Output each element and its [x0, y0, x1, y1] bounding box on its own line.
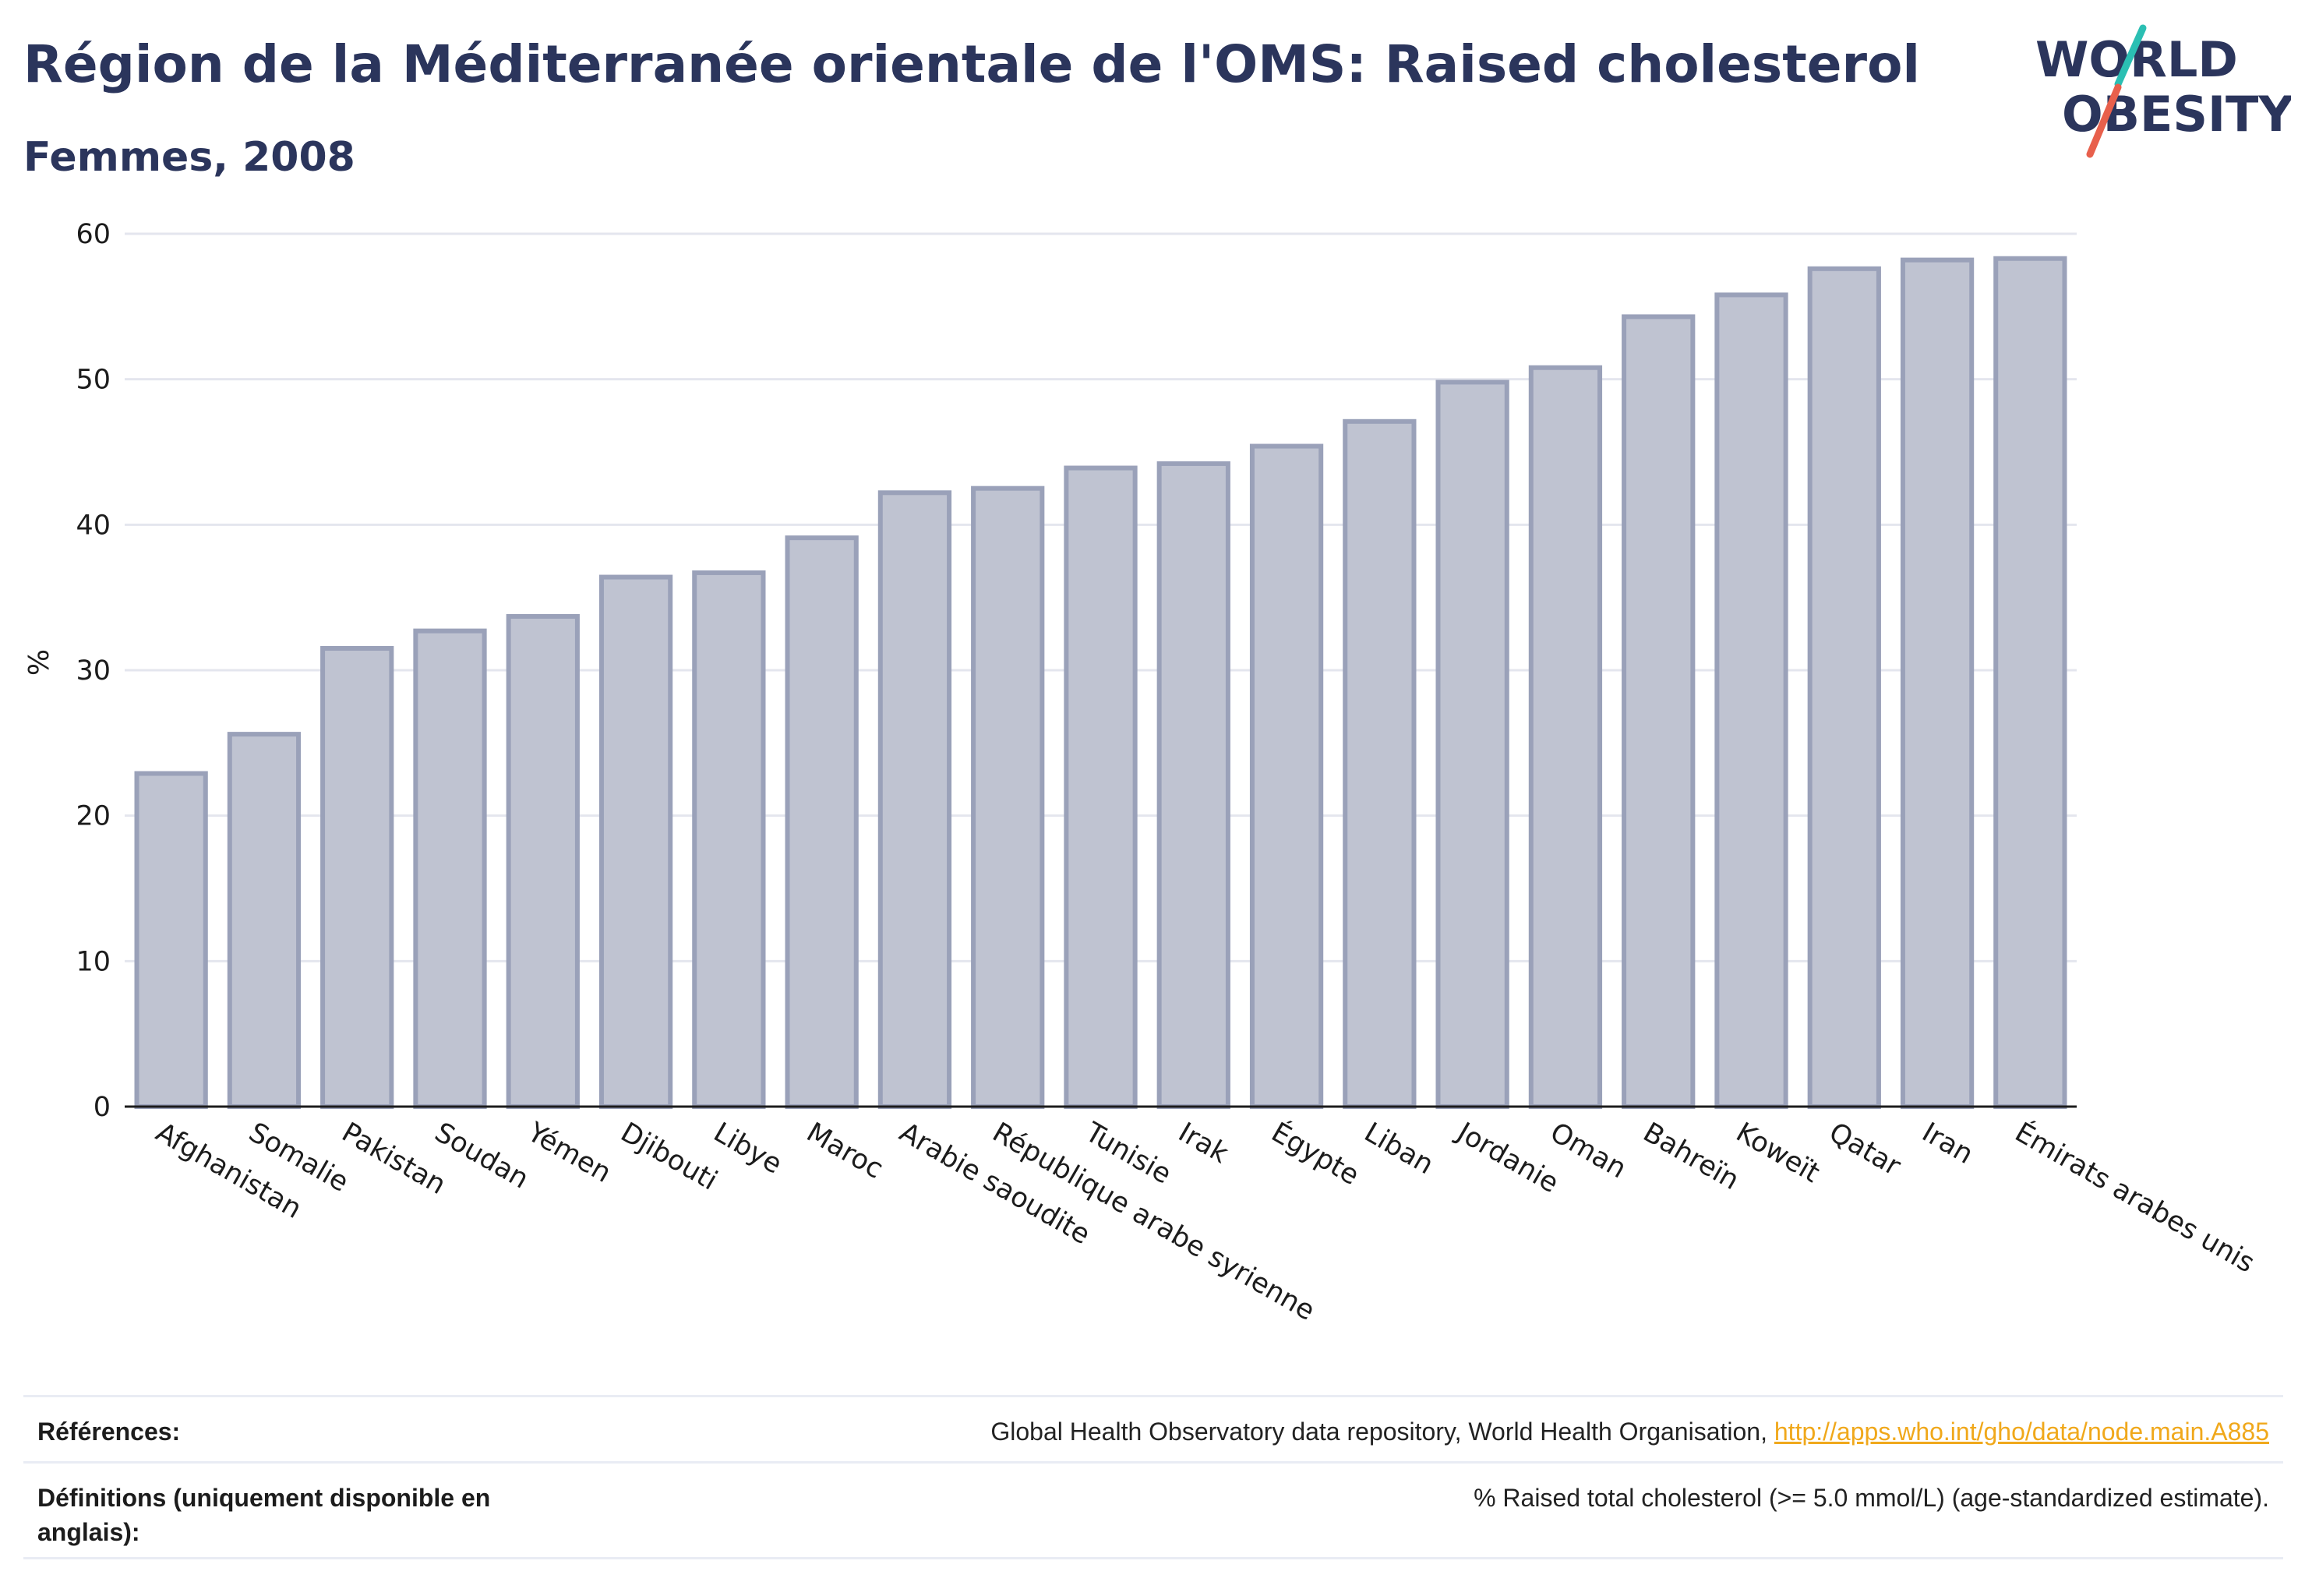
x-tick-label: Irak: [1173, 1117, 1234, 1170]
x-tick-label: Bahreïn: [1638, 1117, 1745, 1196]
definitions-row: Définitions (uniquement disponible en an…: [23, 1461, 2283, 1559]
y-tick-labels: 0 10 20 30 40 50 60: [76, 219, 111, 1123]
x-tick-label: Jordanie: [1450, 1116, 1563, 1199]
references-row: Références: Global Health Observatory da…: [23, 1395, 2283, 1461]
bar: [1807, 266, 1881, 1109]
x-tick-label: Qatar: [1823, 1117, 1906, 1182]
bar: [1622, 314, 1696, 1109]
y-axis-label: %: [23, 649, 55, 676]
x-tick-label: Koweït: [1731, 1117, 1825, 1189]
bar: [1343, 418, 1417, 1109]
bar: [506, 613, 580, 1109]
y-tick-label: 50: [76, 365, 111, 396]
bar: [1900, 257, 1975, 1110]
bar: [971, 486, 1045, 1109]
y-tick-label: 0: [94, 1092, 111, 1123]
bar: [1064, 465, 1138, 1109]
references-label: Références:: [37, 1418, 181, 1446]
bar: [785, 535, 859, 1109]
references-link[interactable]: http://apps.who.int/gho/data/node.main.A…: [1774, 1418, 2269, 1446]
x-tick-label: Maroc: [801, 1117, 888, 1185]
y-tick-label: 60: [76, 219, 111, 250]
bar: [1528, 365, 1603, 1109]
y-tick-label: 10: [76, 946, 111, 977]
bar: [1993, 256, 2067, 1110]
chart-subtitle: Femmes, 2008: [23, 134, 355, 181]
y-tick-label: 40: [76, 510, 111, 541]
references-value: Global Health Observatory data repositor…: [990, 1414, 2269, 1449]
bar: [227, 732, 302, 1110]
x-tick-label: Pakistan: [337, 1117, 451, 1201]
y-tick-label: 20: [76, 801, 111, 832]
logo-slash-coral: [2086, 83, 2122, 158]
bar: [1156, 461, 1230, 1109]
bar: [320, 646, 394, 1109]
bars: [134, 256, 2067, 1110]
bar: [1435, 380, 1509, 1109]
x-tick-label: Émirats arabes unis: [2010, 1115, 2261, 1279]
bar: [413, 628, 487, 1109]
x-tick-label: Iran: [1917, 1117, 1978, 1171]
x-tick-label: Yémen: [521, 1117, 616, 1189]
x-tick-label: Liban: [1359, 1117, 1438, 1181]
bar: [134, 771, 208, 1109]
bar: [692, 570, 766, 1109]
bar: [598, 574, 673, 1109]
bar: [1249, 443, 1324, 1109]
references-table: Références: Global Health Observatory da…: [23, 1395, 2283, 1559]
x-tick-label: Djibouti: [616, 1117, 722, 1196]
bar: [1714, 292, 1788, 1109]
world-obesity-logo: WORLD OBESITY: [2035, 24, 2291, 158]
references-text: Global Health Observatory data repositor…: [990, 1418, 1774, 1446]
bar-chart: 0 10 20 30 40 50 60 AfghanistanSomaliePakistan…: [23, 219, 2261, 1327]
definitions-value: % Raised total cholesterol (>= 5.0 mmol/…: [1474, 1484, 2269, 1512]
y-tick-label: 30: [76, 655, 111, 687]
chart-title: Région de la Méditerranée orientale de l…: [23, 34, 1921, 94]
logo-slash-teal: [2114, 24, 2147, 88]
bar: [877, 490, 952, 1109]
x-tick-labels: AfghanistanSomaliePakistanSoudanYémenDji…: [150, 1115, 2261, 1326]
x-tick-label: Égypte: [1266, 1115, 1365, 1192]
definitions-label: Définitions (uniquement disponible en an…: [37, 1484, 491, 1546]
